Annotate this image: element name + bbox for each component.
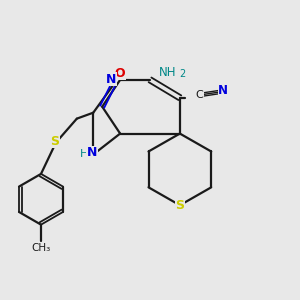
Text: CH₃: CH₃ (32, 243, 51, 253)
Text: N: N (218, 84, 228, 98)
Text: N: N (87, 146, 97, 160)
Text: O: O (115, 67, 125, 80)
Text: H: H (80, 149, 88, 160)
Text: C: C (195, 90, 203, 100)
Text: S: S (176, 199, 184, 212)
Text: 2: 2 (180, 70, 186, 80)
Text: N: N (106, 73, 116, 86)
Text: NH: NH (159, 66, 177, 79)
Text: S: S (50, 134, 59, 148)
